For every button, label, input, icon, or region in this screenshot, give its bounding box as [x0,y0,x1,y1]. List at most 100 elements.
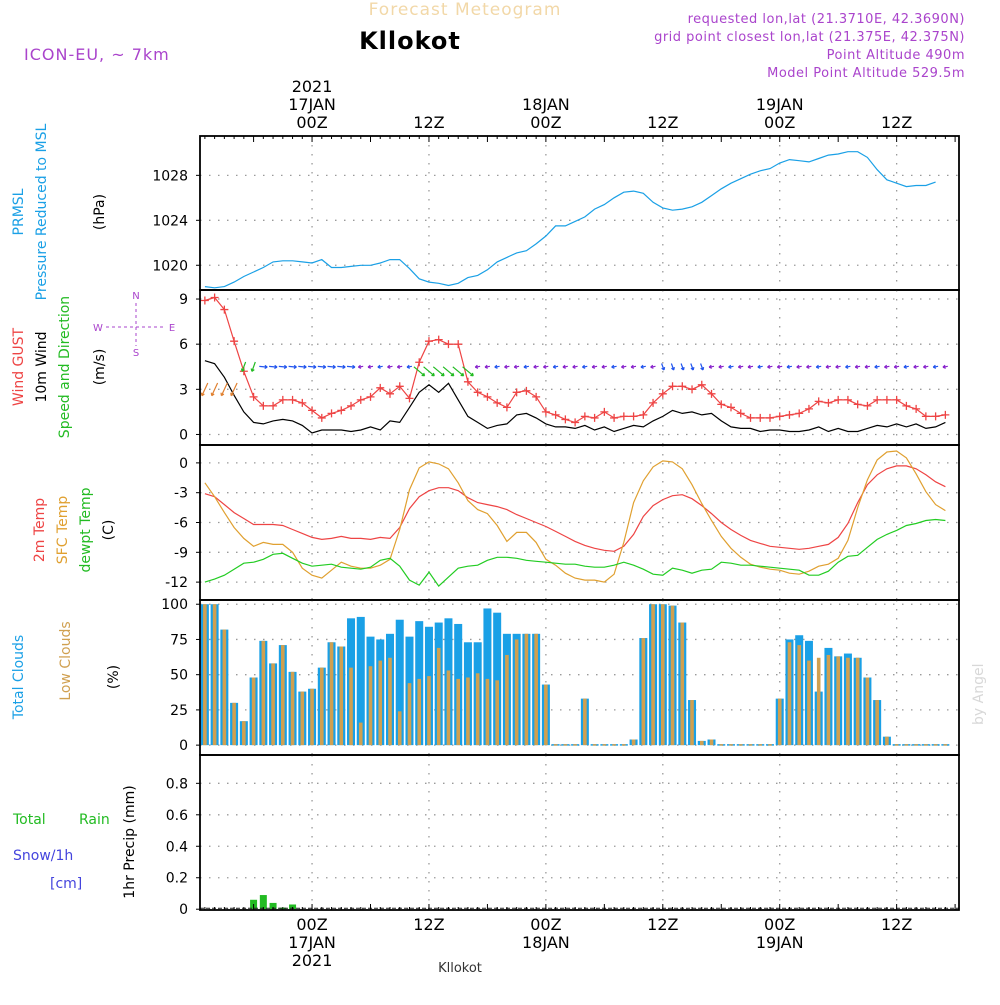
bar-low-clouds [651,604,655,746]
gust-marker [873,395,882,404]
wind-arrow [806,364,812,369]
pressure-label-prmsl: PRMSL [11,188,27,235]
gust-marker [493,398,502,407]
gust-marker [395,382,404,391]
y-tick-label: 0.2 [166,871,188,887]
gust-marker [921,412,930,421]
bar-low-clouds [242,721,246,746]
bar-low-clouds [699,740,704,746]
bar-low-clouds [729,744,733,746]
time-label-bottom: 12Z [647,915,678,934]
gust-marker [200,296,209,305]
bar-low-clouds [846,657,850,746]
wind-arrow [864,364,871,369]
series-wind-gust [204,296,946,424]
time-label-bottom: 19JAN [756,933,804,952]
compass-e: E [169,323,175,334]
y-tick-label: 0.4 [166,839,188,855]
temp-label-dewpt: dewpt Temp [78,487,94,572]
y-tick-label: 0.8 [166,776,188,792]
wind-label-gust: Wind GUST [11,327,27,406]
panel-precip: 0 0.2 0.4 0.6 0.8 [166,754,960,918]
wind-arrow [942,364,948,369]
bar-low-clouds [329,642,334,746]
bar-low-clouds [290,671,295,746]
bar-low-clouds [670,605,675,746]
gust-marker [405,394,414,403]
bar-total-clouds [493,612,502,746]
gust-marker [902,401,911,410]
wind-arrow [387,364,393,369]
gust-marker [483,392,492,401]
bar-low-clouds [592,744,597,746]
bar-low-clouds [836,656,840,746]
y-tick-label: -6 [174,516,188,532]
gust-marker [658,389,667,398]
gust-marker [853,400,862,409]
bar-low-clouds [339,646,344,746]
cloud-label-low: Low Clouds [58,621,74,700]
wind-arrow [452,366,465,377]
wind-arrow [562,364,568,369]
wind-arrow [327,364,336,370]
gust-marker [892,395,901,404]
wind-arrow [650,364,656,369]
time-label-top: 2021 [292,77,333,96]
bar-total-clouds [356,616,365,746]
wind-arrow [317,364,327,370]
gust-marker [824,398,833,407]
time-label-bottom: 18JAN [522,933,570,952]
y-tick-label: 0 [179,902,188,918]
wind-arrow [815,364,822,369]
wind-arrow [708,364,715,369]
bar-low-clouds [690,700,694,746]
wind-arrow [835,364,841,369]
time-label-top: 18JAN [522,95,570,114]
wind-arrow [210,382,219,397]
bar-low-clouds [885,736,889,746]
wind-arrow [542,364,549,369]
gust-marker [571,418,580,427]
bar-low-clouds [446,670,451,746]
bar-low-clouds [602,744,607,746]
wind-arrow [269,364,278,370]
model-label: ICON-EU, ~ 7km [24,45,170,64]
wind-arrow [230,382,238,397]
wind-arrow [718,364,724,369]
gust-marker [239,367,248,376]
y-tick-label: -3 [174,486,188,502]
bar-low-clouds [553,744,558,746]
grid-point-coords: grid point closest lon,lat (21.375E, 42.… [654,30,965,45]
y-tick-label: 50 [170,668,188,684]
bar-low-clouds [855,657,860,746]
wind-unit: (m/s) [92,349,108,386]
wind-arrow [432,366,445,377]
wind-arrow [825,364,832,369]
gust-marker [882,395,891,404]
gust-marker [639,410,648,419]
point-altitude: Point Altitude 490m [827,48,965,63]
wind-arrow [250,361,256,372]
wind-arrow [298,364,307,370]
precip-label-cm: [cm] [50,876,82,892]
bar-low-clouds [573,744,577,746]
gust-marker [697,380,706,389]
gust-marker [765,413,774,422]
wind-arrow [220,382,228,397]
bar-low-clouds [349,667,353,746]
gust-marker [717,400,726,409]
bar-rain [289,904,297,910]
bar-rain [259,895,267,910]
wind-arrow [591,364,598,369]
bar-low-clouds [709,739,714,746]
gust-marker [600,407,609,416]
gust-marker [863,401,872,410]
bar-low-clouds [456,678,460,746]
bar-low-clouds [417,678,422,746]
series-2m-temp [204,465,946,552]
bar-low-clouds [475,673,480,746]
wind-label-speed-dir: Speed and Direction [57,296,73,438]
bar-low-clouds [466,677,470,746]
bar-low-clouds [768,744,772,746]
y-tick-label: 25 [170,703,188,719]
